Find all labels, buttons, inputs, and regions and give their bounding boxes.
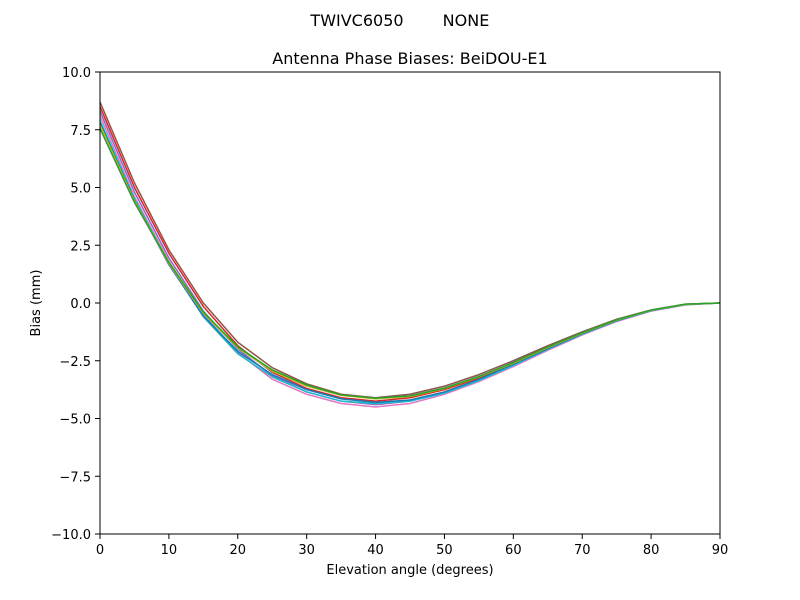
x-tick-label: 80	[643, 543, 660, 558]
x-tick-label: 0	[96, 543, 104, 558]
x-tick-label: 30	[298, 543, 315, 558]
chart-title: Antenna Phase Biases: BeiDOU-E1	[272, 49, 547, 68]
y-tick-label: 5.0	[70, 182, 91, 197]
y-tick-label: 10.0	[62, 66, 91, 81]
y-tick-label: −10.0	[51, 528, 91, 543]
x-axis-label: Elevation angle (degrees)	[326, 563, 493, 578]
x-tick-label: 50	[436, 543, 453, 558]
y-axis-label: Bias (mm)	[29, 270, 44, 337]
y-tick-label: −2.5	[59, 355, 91, 370]
x-tick-label: 10	[161, 543, 178, 558]
x-tick-label: 70	[574, 543, 591, 558]
x-tick-label: 20	[230, 543, 247, 558]
x-ticks: 0 10 20 30 40 50 60 70 80 90	[96, 534, 728, 558]
x-tick-label: 90	[712, 543, 729, 558]
y-tick-label: 7.5	[70, 124, 91, 139]
y-tick-label: −5.0	[59, 413, 91, 428]
suptitle-right: NONE	[443, 11, 490, 30]
suptitle-left: TWIVC6050	[309, 11, 403, 30]
y-tick-label: 2.5	[70, 239, 91, 254]
y-ticks: −10.0 −7.5 −5.0 −2.5 0.0 2.5 5.0 7.5 10.0	[51, 66, 100, 543]
x-tick-label: 40	[367, 543, 384, 558]
series-line-8	[99, 128, 721, 399]
series-layer	[99, 101, 721, 408]
y-tick-label: −7.5	[59, 470, 91, 485]
x-tick-label: 60	[505, 543, 522, 558]
y-tick-label: 0.0	[70, 297, 91, 312]
